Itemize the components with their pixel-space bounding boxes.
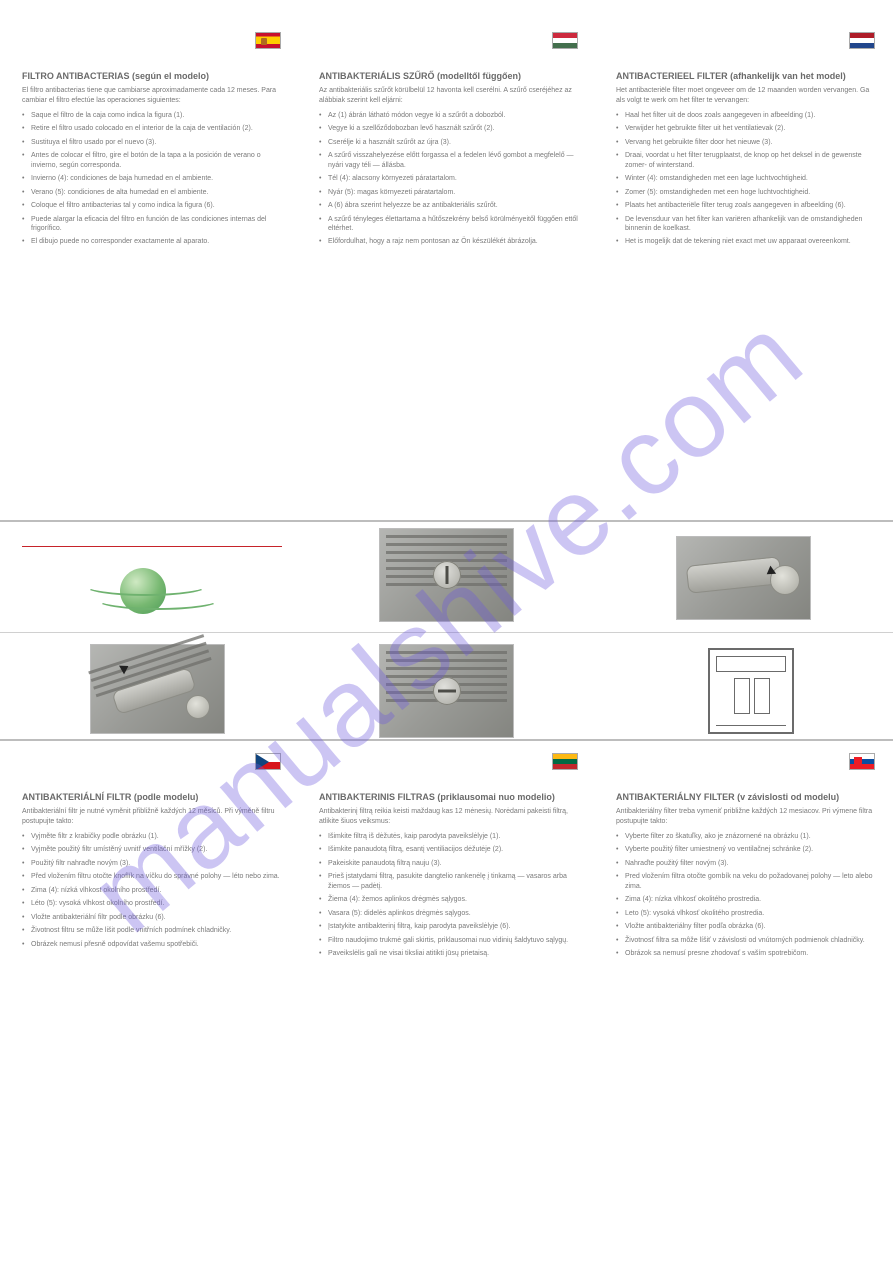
list-item: Haal het filter uit de doos zoals aangeg… xyxy=(616,111,877,120)
title-lt: ANTIBAKTERINIS FILTRAS (priklausomai nuo… xyxy=(319,791,580,803)
list-item: Verano (5): condiciones de alta humedad … xyxy=(22,188,283,197)
list-item: Obrázok sa nemusí presne zhodovať s vaší… xyxy=(616,949,877,958)
intro-es: El filtro antibacterias tiene que cambia… xyxy=(22,86,283,105)
list-item: Vložte antibakteriální filtr podle obráz… xyxy=(22,913,283,922)
list-item: Prieš įstatydami filtrą, pasukite dangte… xyxy=(319,872,580,891)
intro-cz: Antibakteriální filtr je nutné vyměnit p… xyxy=(22,807,283,826)
band-col-1 xyxy=(0,522,297,739)
list-item: Zima (4): nízká vlhkost okolního prostře… xyxy=(22,886,283,895)
figure-band xyxy=(0,520,893,741)
list-item: Az (1) ábrán látható módon vegye ki a sz… xyxy=(319,111,580,120)
list-item: Het is mogelijk dat de tekening niet exa… xyxy=(616,237,877,246)
list-item: Vyjměte použitý filtr umístěný uvnitř ve… xyxy=(22,845,283,854)
list-item: Vyberte filter zo škatuľky, ako je znázo… xyxy=(616,832,877,841)
flag-nl-icon xyxy=(849,32,875,49)
list-item: De levensduur van het filter kan variëre… xyxy=(616,215,877,234)
list-item: Plaats het antibacteriële filter terug z… xyxy=(616,201,877,210)
bottom-columns: ANTIBAKTERIÁLNÍ FILTR (podle modelu) Ant… xyxy=(0,741,893,1263)
list-cz: Vyjměte filtr z krabičky podle obrázku (… xyxy=(22,832,283,949)
list-item: A szűrő tényleges élettartama a hűtőszek… xyxy=(319,215,580,234)
flag-es-icon xyxy=(255,32,281,49)
title-nl: ANTIBACTERIEEL FILTER (afhankelijk van h… xyxy=(616,70,877,82)
list-item: Tél (4): alacsony környezeti páratartalo… xyxy=(319,174,580,183)
figure-3-photo xyxy=(676,536,811,620)
list-item: Verwijder het gebruikte filter uit het v… xyxy=(616,124,877,133)
intro-nl: Het antibacteriële filter moet ongeveer … xyxy=(616,86,877,105)
list-item: Įstatykite antibakterinį filtrą, kaip pa… xyxy=(319,922,580,931)
list-item: Leto (5): vysoká vlhkosť okolitého prost… xyxy=(616,909,877,918)
list-item: A szűrő visszahelyezése előtt forgassa e… xyxy=(319,151,580,170)
flag-hu-icon xyxy=(552,32,578,49)
list-item: Paveikslėlis gali ne visai tiksliai atit… xyxy=(319,949,580,958)
title-hu: ANTIBAKTERIÁLIS SZŰRŐ (modelltől függően… xyxy=(319,70,580,82)
list-item: Előfordulhat, hogy a rajz nem pontosan a… xyxy=(319,237,580,246)
col-sk: ANTIBAKTERIÁLNY FILTER (v závislosti od … xyxy=(594,741,891,1263)
list-item: Saque el filtro de la caja como indica l… xyxy=(22,111,283,120)
title-cz: ANTIBAKTERIÁLNÍ FILTR (podle modelu) xyxy=(22,791,283,803)
list-item: Vasara (5): didelės aplinkos drėgmės sąl… xyxy=(319,909,580,918)
list-item: Sustituya el filtro usado por el nuevo (… xyxy=(22,138,283,147)
eco-logo-icon xyxy=(90,562,210,622)
top-columns: FILTRO ANTIBACTERIAS (según el modelo) E… xyxy=(0,0,893,520)
list-item: Draai, voordat u het filter terugplaatst… xyxy=(616,151,877,170)
list-item: Před vložením filtru otočte knoflík na v… xyxy=(22,872,283,881)
list-item: Antes de colocar el filtro, gire el botó… xyxy=(22,151,283,170)
list-item: Puede alargar la eficacia del filtro en … xyxy=(22,215,283,234)
col-nl: ANTIBACTERIEEL FILTER (afhankelijk van h… xyxy=(594,0,891,520)
list-item: Išimkite panaudotą filtrą, esantį ventil… xyxy=(319,845,580,854)
list-item: Životnost filtru se může lišit podle vni… xyxy=(22,926,283,935)
list-item: Životnosť filtra sa môže líšiť v závislo… xyxy=(616,936,877,945)
figure-2-photo xyxy=(90,644,225,734)
list-item: Zima (4): nízka vlhkosť okolitého prostr… xyxy=(616,895,877,904)
list-item: Retire el filtro usado colocado en el in… xyxy=(22,124,283,133)
figure-5-photo xyxy=(379,644,514,738)
list-item: Použitý filtr nahraďte novým (3). xyxy=(22,859,283,868)
col-hu: ANTIBAKTERIÁLIS SZŰRŐ (modelltől függően… xyxy=(297,0,594,520)
list-item: Cserélje ki a használt szűrőt az újra (3… xyxy=(319,138,580,147)
band-col-2 xyxy=(297,522,594,739)
intro-lt: Antibakterinį filtrą reikia keisti mažda… xyxy=(319,807,580,826)
flag-lt-icon xyxy=(552,753,578,770)
list-item: Nahraďte použitý filter novým (3). xyxy=(616,859,877,868)
list-item: Vegye ki a szellőződobozban levő használ… xyxy=(319,124,580,133)
intro-sk: Antibakteriálny filter treba vymeniť pri… xyxy=(616,807,877,826)
list-item: Vyberte použitý filter umiestnený vo ven… xyxy=(616,845,877,854)
col-es: FILTRO ANTIBACTERIAS (según el modelo) E… xyxy=(0,0,297,520)
col-cz: ANTIBAKTERIÁLNÍ FILTR (podle modelu) Ant… xyxy=(0,741,297,1263)
list-es: Saque el filtro de la caja como indica l… xyxy=(22,111,283,247)
col-lt: ANTIBAKTERINIS FILTRAS (priklausomai nuo… xyxy=(297,741,594,1263)
flag-sk-icon xyxy=(849,753,875,770)
list-item: Išimkite filtrą iš dėžutės, kaip parodyt… xyxy=(319,832,580,841)
list-item: Žiema (4): žemos aplinkos drėgmės sąlygo… xyxy=(319,895,580,904)
title-sk: ANTIBAKTERIÁLNY FILTER (v závislosti od … xyxy=(616,791,877,803)
list-item: Pakeiskite panaudotą filtrą nauju (3). xyxy=(319,859,580,868)
band-col-3 xyxy=(594,522,891,739)
list-item: Vložte antibakteriálny filter podľa obrá… xyxy=(616,922,877,931)
list-item: Vervang het gebruikte filter door het ni… xyxy=(616,138,877,147)
list-item: El dibujo puede no corresponder exactame… xyxy=(22,237,283,246)
list-item: Invierno (4): condiciones de baja humeda… xyxy=(22,174,283,183)
list-item: Pred vložením filtra otočte gombík na ve… xyxy=(616,872,877,891)
red-rule xyxy=(22,546,282,547)
title-es: FILTRO ANTIBACTERIAS (según el modelo) xyxy=(22,70,283,82)
list-item: Vyjměte filtr z krabičky podle obrázku (… xyxy=(22,832,283,841)
list-item: Léto (5): vysoká vlhkost okolního prostř… xyxy=(22,899,283,908)
list-item: Nyár (5): magas környezeti páratartalom. xyxy=(319,188,580,197)
list-item: A (6) ábra szerint helyezze be az antiba… xyxy=(319,201,580,210)
list-item: Filtro naudojimo trukmė gali skirtis, pr… xyxy=(319,936,580,945)
figure-4-photo xyxy=(379,528,514,622)
list-item: Coloque el filtro antibacterias tal y co… xyxy=(22,201,283,210)
intro-hu: Az antibakteriális szűrőt körülbelül 12 … xyxy=(319,86,580,105)
list-item: Zomer (5): omstandigheden met een hoge l… xyxy=(616,188,877,197)
flag-cz-icon xyxy=(255,753,281,770)
list-item: Winter (4): omstandigheden met een lage … xyxy=(616,174,877,183)
list-hu: Az (1) ábrán látható módon vegye ki a sz… xyxy=(319,111,580,247)
list-item: Obrázek nemusí přesně odpovídat vašemu s… xyxy=(22,940,283,949)
list-sk: Vyberte filter zo škatuľky, ako je znázo… xyxy=(616,832,877,958)
list-lt: Išimkite filtrą iš dėžutės, kaip parodyt… xyxy=(319,832,580,958)
list-nl: Haal het filter uit de doos zoals aangeg… xyxy=(616,111,877,247)
figure-6-diagram xyxy=(708,648,794,734)
